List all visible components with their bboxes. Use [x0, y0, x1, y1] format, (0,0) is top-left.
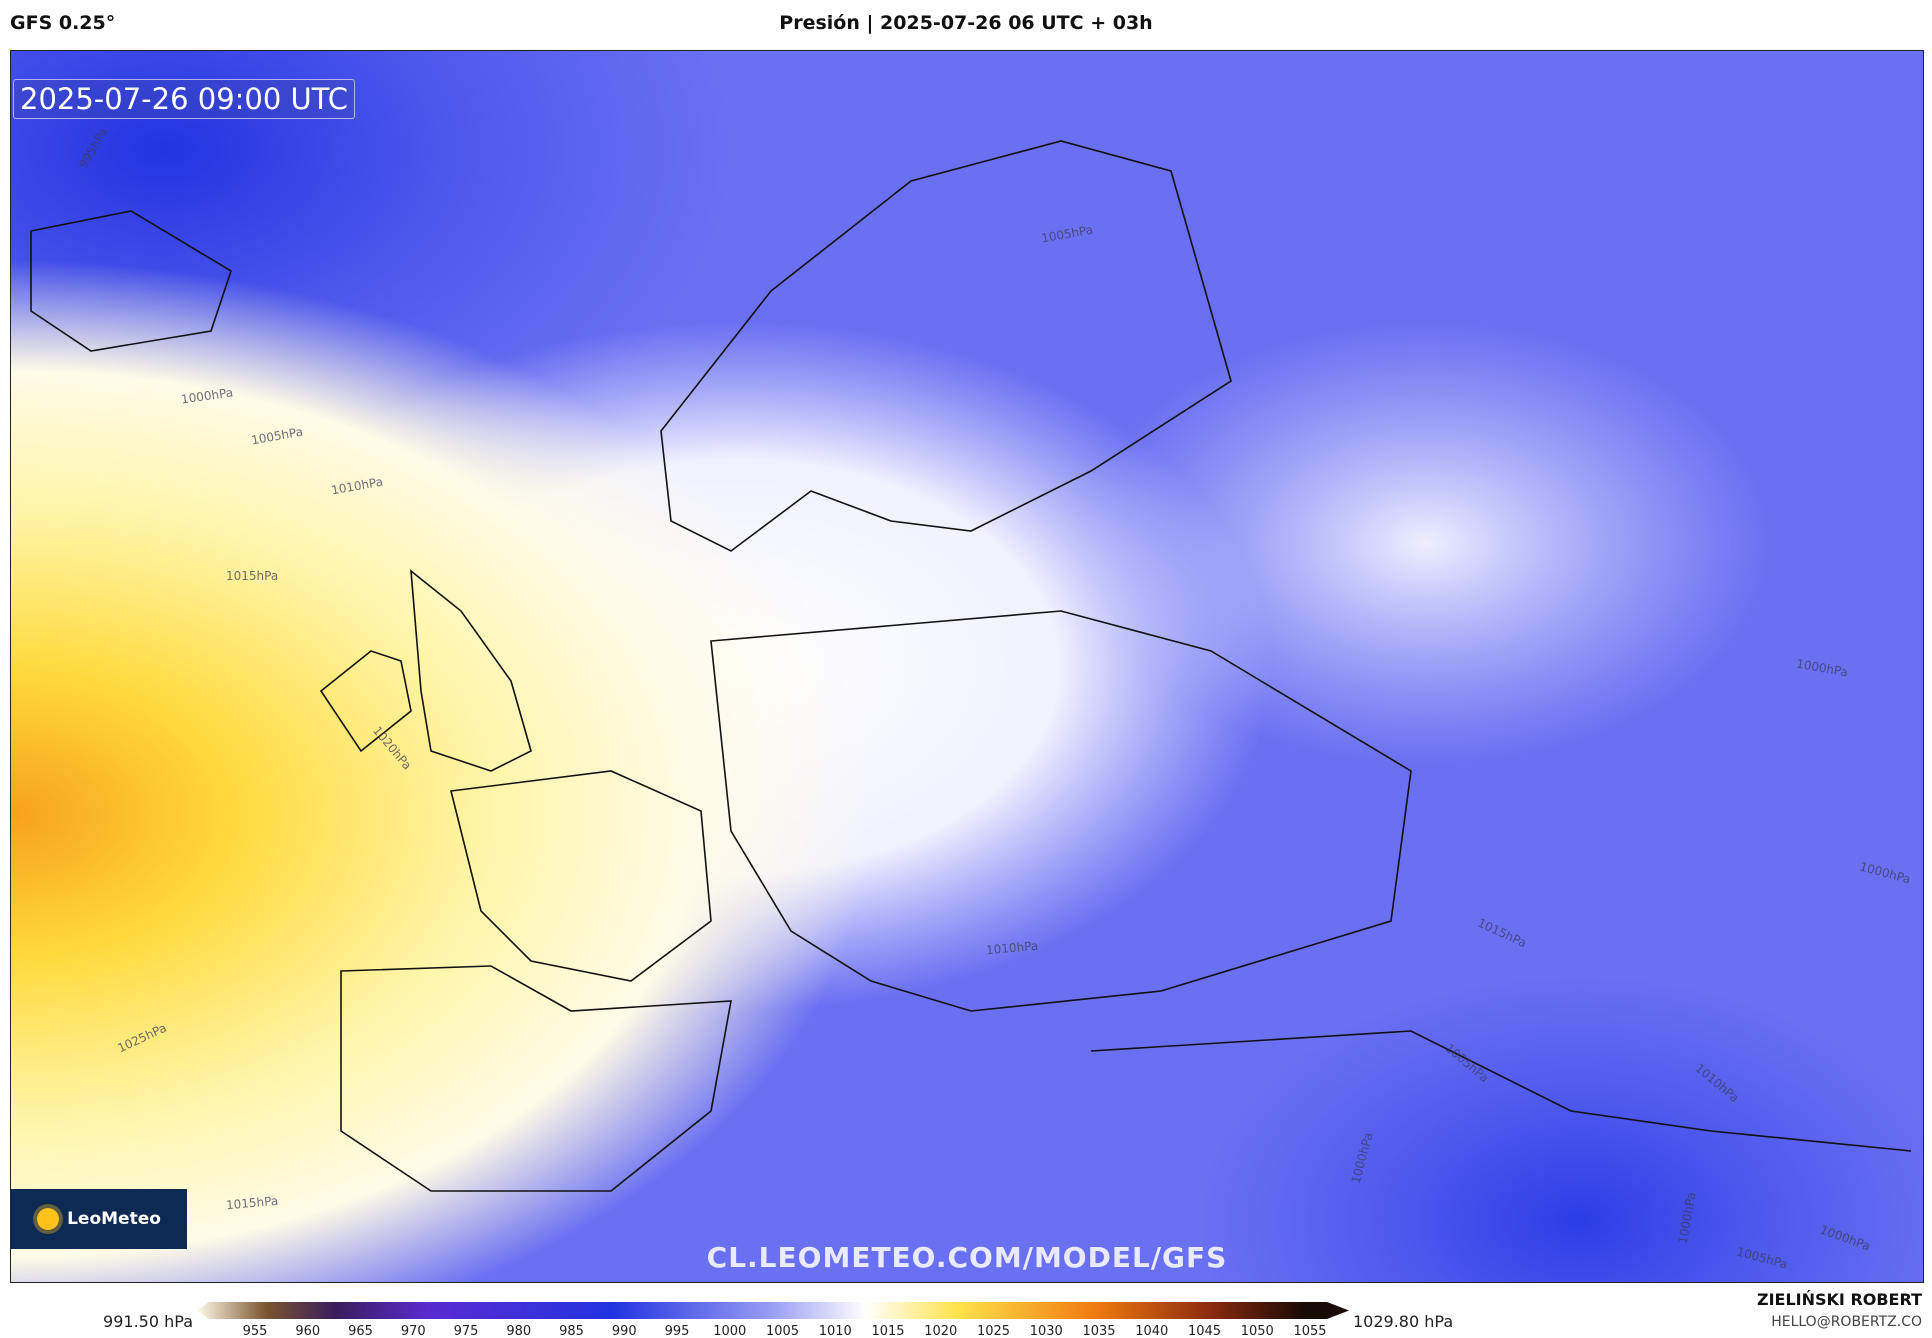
colorbar-tick-label: 1035 [1082, 1324, 1116, 1338]
pressure-field [11, 51, 1923, 1282]
colorbar-graphic [197, 1302, 1349, 1319]
contour-label: 1015hPa [226, 569, 279, 583]
colorbar-tick-label: 980 [506, 1324, 532, 1338]
colorbar-tick-label: 985 [559, 1324, 584, 1338]
colorbar-min: 991.50 hPa [103, 1312, 193, 1331]
colorbar-tick-label: 1010 [818, 1324, 852, 1338]
colorbar [197, 1302, 1349, 1319]
colorbar-tick-label: 1000 [713, 1324, 747, 1338]
colorbar-tick-label: 1015 [871, 1324, 905, 1338]
email: HELLO@ROBERTZ.CO [1771, 1314, 1922, 1330]
colorbar-tick-label: 1030 [1029, 1324, 1063, 1338]
colorbar-tick-label: 995 [664, 1324, 690, 1338]
colorbar-tick-label: 990 [611, 1324, 637, 1338]
colorbar-tick-label: 1055 [1293, 1324, 1327, 1338]
valid-time: 2025-07-26 09:00 UTC [13, 79, 356, 119]
logo: LeoMeteo [11, 1189, 187, 1249]
logo-text: LeoMeteo [67, 1209, 161, 1229]
colorbar-tick-label: 1040 [1135, 1324, 1169, 1338]
colorbar-tick-label: 970 [400, 1324, 426, 1338]
title: Presión | 2025-07-26 06 UTC + 03h [779, 12, 1153, 34]
colorbar-tick-label: 1025 [976, 1324, 1011, 1338]
colorbar-tick-label: 1020 [924, 1324, 958, 1338]
colorbar-tick-label: 1045 [1187, 1324, 1222, 1338]
author: ZIELIŃSKI ROBERT [1756, 1290, 1922, 1309]
model-label: GFS 0.25° [10, 12, 116, 34]
colorbar-tick-label: 965 [348, 1324, 373, 1338]
colorbar-tick-label: 955 [242, 1324, 268, 1338]
watermark: CL.LEOMETEO.COM/MODEL/GFS [706, 1241, 1228, 1274]
map: 2025-07-26 09:00 UTC 995hPa 1000hPa 1005hP… [10, 50, 1924, 1283]
colorbar-tick-label: 1050 [1240, 1324, 1274, 1338]
colorbar-max: 1029.80 hPa [1353, 1312, 1454, 1331]
colorbar-tick-label: 975 [453, 1324, 479, 1338]
colorbar-tick-label: 1005 [765, 1324, 800, 1338]
colorbar-tick-label: 960 [295, 1324, 321, 1338]
